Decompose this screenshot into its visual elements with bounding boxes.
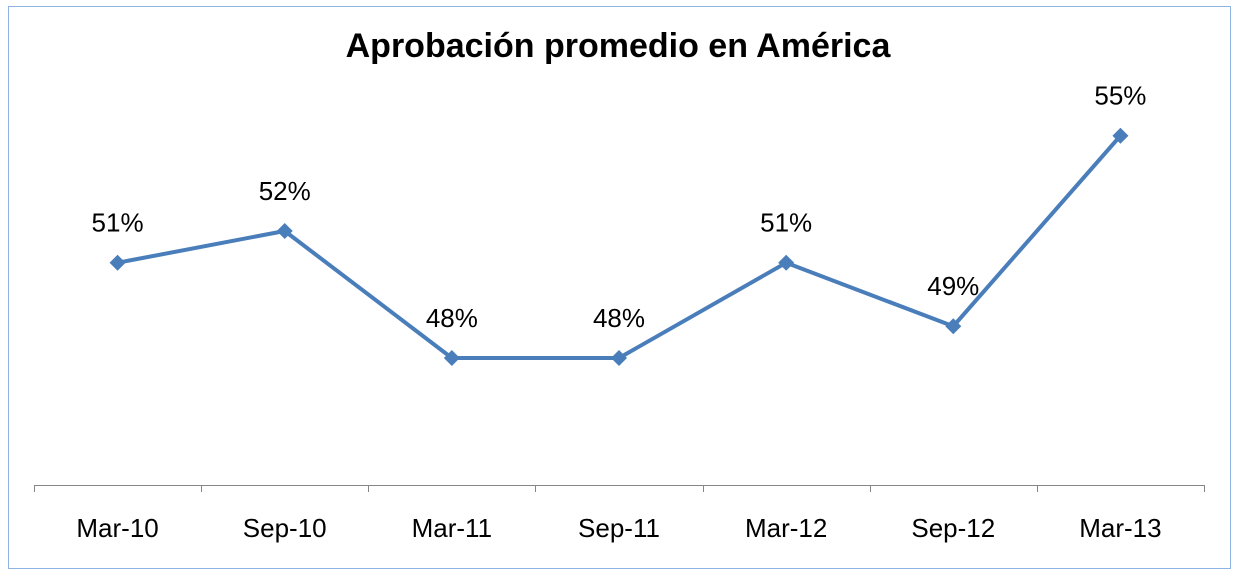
data-label: 51%: [760, 208, 812, 238]
marker: [778, 254, 795, 271]
data-label: 55%: [1094, 81, 1146, 111]
x-tick-label: Mar-13: [1079, 513, 1161, 543]
data-label: 48%: [426, 303, 478, 333]
marker: [443, 350, 460, 366]
data-label: 49%: [927, 271, 979, 301]
chart-frame: [8, 6, 1231, 569]
data-label: 48%: [593, 303, 645, 333]
x-tick-label: Mar-10: [76, 513, 158, 543]
x-tick-label: Sep-10: [243, 513, 327, 543]
chart-title: Aprobación promedio en América: [346, 27, 892, 65]
x-tick-label: Mar-12: [745, 513, 827, 543]
marker: [611, 350, 627, 366]
marker: [945, 318, 962, 335]
data-label: 51%: [92, 208, 144, 238]
x-tick-label: Mar-11: [412, 513, 492, 543]
x-tick-label: Sep-11: [578, 513, 660, 543]
marker: [1112, 127, 1129, 144]
x-tick-label: Sep-12: [911, 513, 995, 543]
marker: [109, 254, 126, 271]
data-label: 52%: [259, 176, 311, 206]
marker: [276, 223, 293, 239]
